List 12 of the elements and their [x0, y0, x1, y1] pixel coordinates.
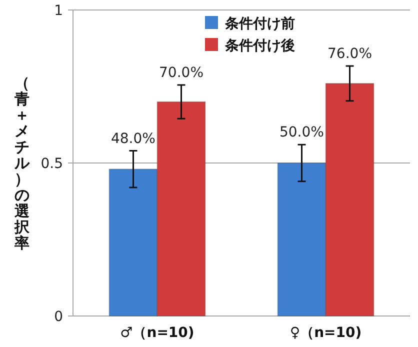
- y-tick-label: 1: [54, 3, 63, 19]
- data-label: 50.0%: [279, 124, 324, 141]
- data-label: 76.0%: [328, 46, 372, 62]
- legend-label: 条件付け前: [224, 16, 295, 32]
- x-tick-label: ♂（n=10): [120, 325, 194, 341]
- x-tick-label: ♀（n=10): [290, 325, 362, 341]
- data-label: 70.0%: [159, 64, 204, 81]
- legend-label: 条件付け後: [224, 38, 295, 54]
- y-tick-label: 0: [54, 309, 63, 325]
- text: （青＋メチル）の選択率: [14, 74, 30, 252]
- data-label: 48.0%: [110, 130, 156, 147]
- y-tick-label: 0.5: [40, 156, 63, 172]
